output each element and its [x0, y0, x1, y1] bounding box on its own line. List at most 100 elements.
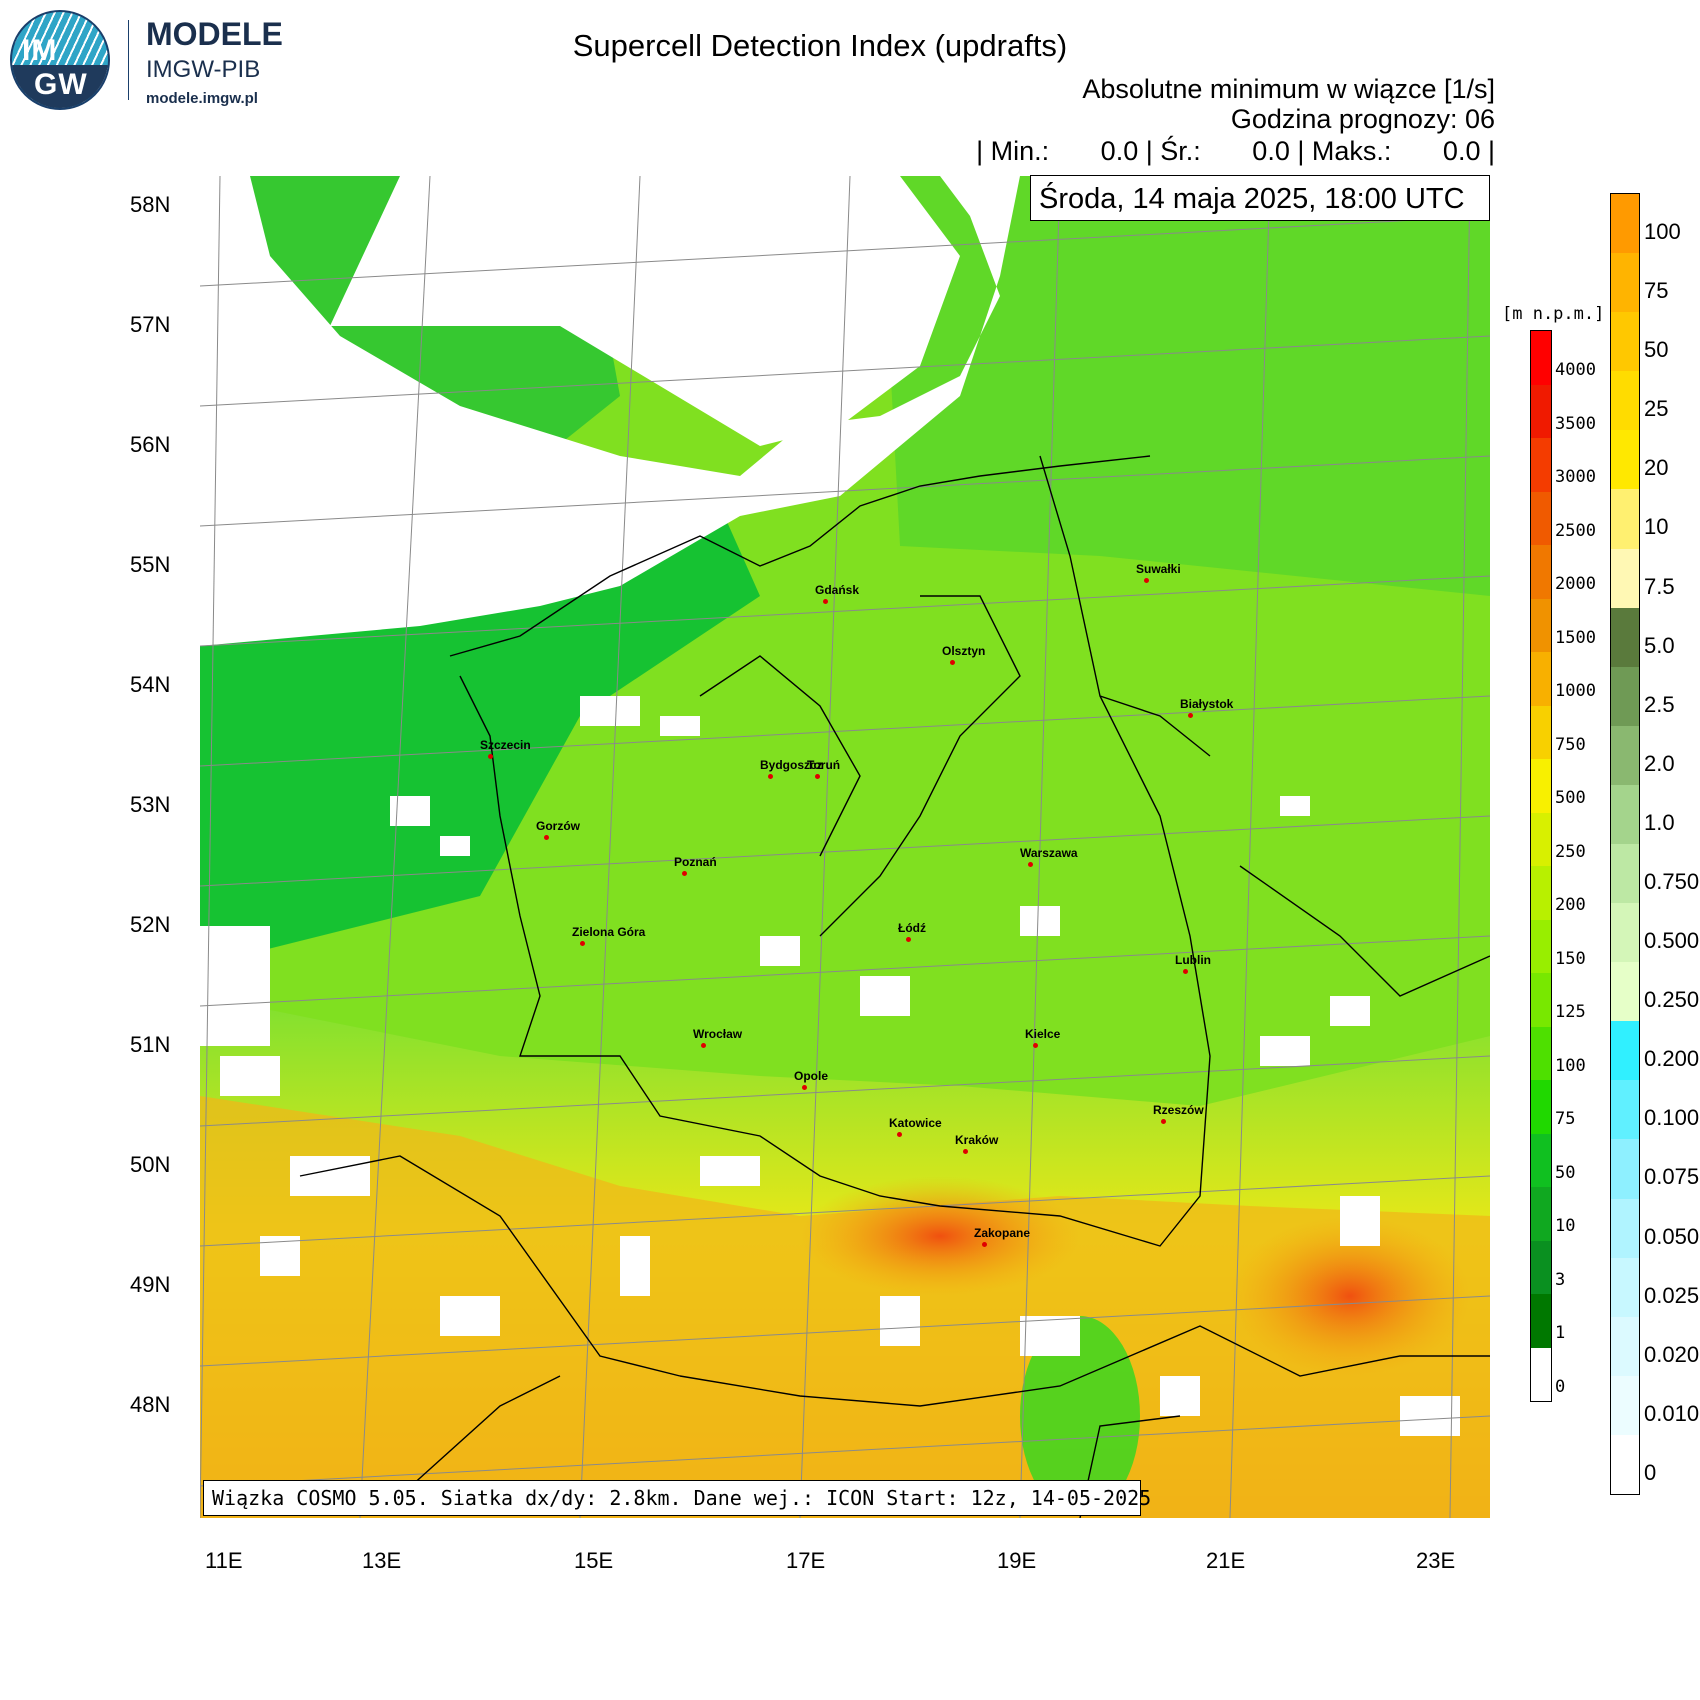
- sdi-colorbar-swatch: [1611, 1139, 1639, 1199]
- sdi-legend-label: 25: [1644, 396, 1669, 422]
- lon-label: 15E: [574, 1548, 614, 1573]
- sdi-colorbar-swatch: [1611, 844, 1639, 904]
- sdi-legend-label: 0.500: [1644, 928, 1700, 954]
- terrain-legend-label: 4000: [1555, 360, 1596, 380]
- city-marker: [488, 754, 493, 759]
- terrain-legend-label: 10: [1555, 1216, 1576, 1236]
- terrain-legend-label: 1000: [1555, 681, 1596, 701]
- city-marker: [1183, 969, 1188, 974]
- city-label: Gorzów: [536, 819, 580, 833]
- hungarian-green-zone: [1020, 1316, 1140, 1516]
- terrain-legend-label: 750: [1555, 734, 1586, 755]
- sdi-legend-label: 2.0: [1644, 750, 1675, 776]
- terrain-legend-label: 1: [1555, 1323, 1566, 1343]
- terrain-legend-label: 3: [1555, 1269, 1566, 1290]
- terrain-legend-label: 3000: [1555, 467, 1596, 487]
- terrain-colorbar-swatch: [1531, 1080, 1551, 1134]
- sdi-colorbar-swatch: [1611, 1257, 1639, 1317]
- terrain-legend-label: 2500: [1555, 520, 1596, 541]
- sdi-colorbar-swatch: [1611, 1080, 1639, 1140]
- city-label: Kielce: [1025, 1027, 1061, 1041]
- city-marker: [802, 1085, 807, 1090]
- sdi-colorbar: [1610, 193, 1640, 1495]
- terrain-legend-label: 0: [1555, 1376, 1566, 1397]
- sdi-colorbar-swatch: [1611, 253, 1639, 313]
- stats-sep: |: [1145, 136, 1153, 166]
- page-title: Supercell Detection Index (updrafts): [572, 28, 1068, 63]
- lon-label: 11E: [205, 1548, 243, 1573]
- terrain-unit: [m n.p.m.]: [1502, 304, 1605, 324]
- lon-label: 21E: [1206, 1548, 1246, 1573]
- terrain-colorbar-swatch: [1531, 652, 1551, 706]
- lon-label: 23E: [1416, 1548, 1456, 1573]
- min-value: 0.0: [1100, 136, 1139, 166]
- field-subtitle: Absolutne minimum w wiązce [1/s]: [1082, 74, 1495, 104]
- city-label: Białystok: [1180, 697, 1234, 711]
- imgw-logo: IM GW MODELE IMGW-PIB modele.imgw.pl: [10, 10, 310, 110]
- city-marker: [897, 1132, 902, 1137]
- sdi-colorbar-swatch: [1611, 725, 1639, 785]
- terrain-colorbar-swatch: [1531, 1187, 1551, 1241]
- city-marker: [580, 941, 585, 946]
- city-marker: [1033, 1043, 1038, 1048]
- sdi-colorbar-swatch: [1611, 1434, 1639, 1494]
- sdi-legend-label: 100: [1644, 219, 1681, 244]
- imgw-logo-emblem: IM GW: [10, 10, 110, 110]
- forecast-hour: Godzina prognozy: 06: [1230, 104, 1495, 134]
- city-marker: [544, 835, 549, 840]
- terrain-colorbar-swatch: [1531, 1294, 1551, 1348]
- terrain-colorbar-swatch: [1531, 866, 1551, 920]
- terrain-colorbar-swatch: [1531, 705, 1551, 759]
- city-label: Lublin: [1175, 953, 1211, 967]
- terrain-colorbar-swatch: [1531, 545, 1551, 599]
- terrain-legend-label: 50: [1555, 1162, 1576, 1183]
- sdi-map: [200, 176, 1490, 1518]
- terrain-colorbar-swatch: [1531, 1026, 1551, 1080]
- lat-label: 50N: [130, 1152, 171, 1177]
- lat-label: 53N: [130, 792, 171, 817]
- baltic-sea: [200, 176, 1020, 646]
- terrain-legend-label: 150: [1555, 948, 1586, 969]
- lon-label: 19E: [997, 1548, 1037, 1573]
- mean-label: Śr.:: [1160, 136, 1201, 166]
- sdi-legend-label: 7.5: [1644, 573, 1675, 599]
- city-marker: [682, 871, 687, 876]
- lon-label: 17E: [786, 1548, 826, 1573]
- sdi-colorbar-swatch: [1611, 1375, 1639, 1435]
- sdi-colorbar-swatch: [1611, 666, 1639, 726]
- city-label: Zielona Góra: [572, 925, 646, 939]
- city-label: Opole: [794, 1069, 829, 1083]
- terrain-colorbar-swatch: [1531, 491, 1551, 545]
- sdi-legend-label: 0: [1644, 1459, 1657, 1485]
- lat-label: 48N: [130, 1392, 171, 1417]
- terrain-colorbar-swatch: [1531, 973, 1551, 1027]
- terrain-colorbar-swatch: [1531, 438, 1551, 492]
- sdi-colorbar-swatch: [1611, 903, 1639, 963]
- sdi-colorbar-swatch: [1611, 371, 1639, 431]
- tatra-peak-zone: [800, 1176, 1080, 1296]
- city-label: Warszawa: [1020, 846, 1078, 860]
- graticule: [200, 176, 1490, 1518]
- lat-label: 56N: [130, 432, 171, 457]
- terrain-legend-label: 500: [1555, 788, 1586, 808]
- terrain-colorbar-swatch: [1531, 1133, 1551, 1187]
- sdi-legend-label: 0.250: [1644, 987, 1700, 1013]
- sdi-colorbar-swatch: [1611, 312, 1639, 372]
- sdi-legend-label: 0.050: [1644, 1223, 1700, 1249]
- max-label: Maks.:: [1311, 136, 1392, 166]
- terrain-colorbar-swatch: [1531, 598, 1551, 652]
- stats-sep: |: [1297, 136, 1305, 166]
- terrain-legend-label: 200: [1555, 895, 1586, 915]
- city-marker: [906, 937, 911, 942]
- sdi-colorbar-swatch: [1611, 1198, 1639, 1258]
- sdi-legend-label: 2.5: [1644, 691, 1675, 717]
- sdi-legend-label: 0.010: [1644, 1400, 1700, 1426]
- city-marker: [815, 774, 820, 779]
- sdi-colorbar-swatch: [1611, 1021, 1639, 1081]
- city-marker: [1028, 862, 1033, 867]
- city-marker: [1188, 713, 1193, 718]
- sdi-colorbar-swatch: [1611, 194, 1639, 254]
- terrain-colorbar-swatch: [1531, 759, 1551, 813]
- city-label: Szczecin: [480, 738, 531, 752]
- lat-label: 49N: [130, 1272, 171, 1297]
